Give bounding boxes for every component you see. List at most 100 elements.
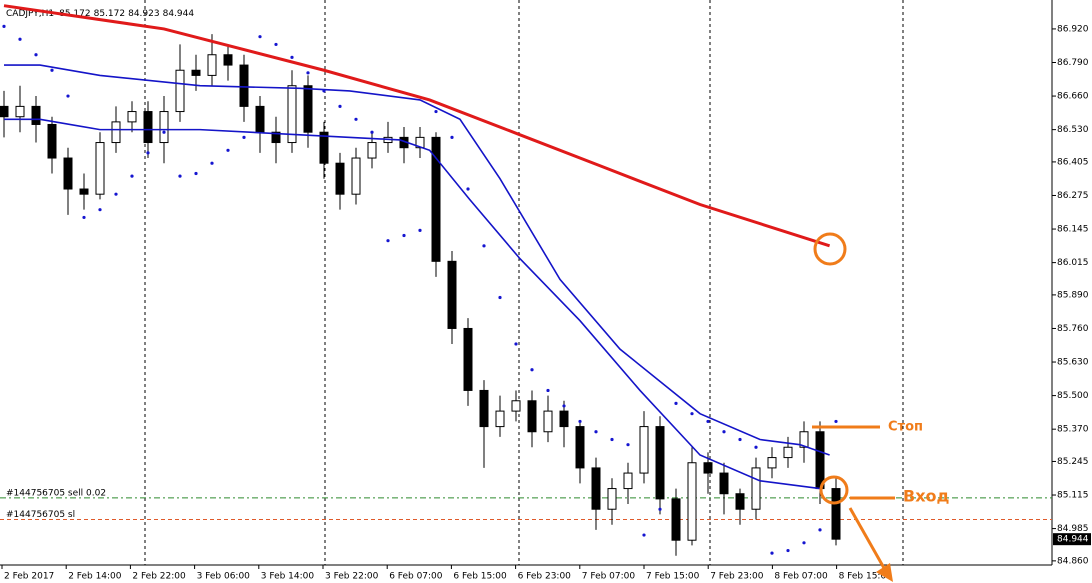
candle-body <box>159 111 169 144</box>
x-tick-label: 3 Feb 06:00 <box>197 572 251 582</box>
y-tick-label: 86.790 <box>1057 58 1089 68</box>
header-value: 85.172 <box>94 9 126 19</box>
candle-body <box>0 105 9 118</box>
sar-dot <box>338 104 342 108</box>
candle-body <box>143 111 153 144</box>
sar-dot <box>322 89 326 93</box>
sar-dot <box>434 109 438 114</box>
markup-annotations: Стоп Вход <box>812 232 950 582</box>
annotation: Стоп <box>888 420 923 435</box>
candle-body <box>591 467 601 510</box>
sar-dot <box>690 412 694 416</box>
candle-body <box>799 431 809 448</box>
sar-dot <box>626 443 630 447</box>
sar-dot <box>594 430 598 434</box>
candle-body <box>687 462 697 541</box>
sar-dot <box>306 71 310 75</box>
order-label: #144756705 sl <box>6 510 75 520</box>
sar-dot <box>450 135 454 139</box>
candle-body <box>335 162 345 195</box>
sar-dot <box>226 148 230 152</box>
sar-dot <box>210 161 214 165</box>
candle-body <box>431 136 441 262</box>
indicator-line <box>4 64 830 456</box>
sar-dot <box>2 24 6 28</box>
order-label: #144756705 sell 0.02 <box>6 488 106 498</box>
candle-body <box>511 400 521 412</box>
y-tick-label: 85.370 <box>1057 425 1089 435</box>
sar-dot <box>562 404 566 408</box>
sar-dot <box>98 208 102 212</box>
x-tick-label: 6 Feb 23:00 <box>518 572 572 582</box>
x-tick-label: 3 Feb 22:00 <box>325 572 379 582</box>
sar-dot <box>290 55 294 59</box>
sar-dot <box>130 174 134 178</box>
candle-body <box>367 142 377 159</box>
y-tick-label: 86.530 <box>1057 125 1089 135</box>
candle-body <box>447 260 457 329</box>
sar-dot <box>578 419 582 424</box>
candle-body <box>47 123 57 159</box>
candle-body <box>31 105 41 125</box>
candle-body <box>831 488 841 540</box>
y-tick-label: 86.015 <box>1057 258 1089 268</box>
sar-dot <box>66 94 70 98</box>
sar-dot <box>50 68 54 72</box>
y-tick-label: 85.115 <box>1057 491 1089 501</box>
y-tick-label: 85.500 <box>1057 391 1089 401</box>
sar-dot <box>802 541 806 545</box>
sar-dot <box>258 35 262 39</box>
sar-dot <box>770 551 774 555</box>
candle-body <box>351 157 361 195</box>
y-tick-label: 85.630 <box>1057 358 1089 368</box>
candle-body <box>463 327 473 391</box>
candle-body <box>559 410 569 428</box>
current-price-box <box>1053 533 1091 546</box>
candle-body <box>527 400 537 433</box>
candle-body <box>815 431 825 490</box>
indicator-line <box>3 4 831 248</box>
y-tick-label: 85.245 <box>1057 457 1089 467</box>
candle-body <box>783 446 793 459</box>
sar-dot <box>722 430 726 434</box>
sar-dot <box>482 244 486 248</box>
candle-body <box>495 410 505 428</box>
sar-dot <box>610 437 614 442</box>
y-tick-label: 86.145 <box>1057 225 1089 235</box>
sar-dot <box>818 528 822 532</box>
candle-body <box>239 64 249 107</box>
candle-body <box>271 131 281 144</box>
x-tick-label: 2 Feb 14:00 <box>68 572 122 582</box>
sar-dot <box>754 445 758 449</box>
candle-body <box>767 457 777 469</box>
x-tick-label: 6 Feb 07:00 <box>389 572 443 582</box>
candle-body <box>255 105 265 133</box>
arrow-shaft <box>848 507 886 569</box>
indicator-line <box>4 118 821 490</box>
y-tick-label: 84.985 <box>1057 524 1089 534</box>
sar-dot <box>370 130 374 134</box>
current-price-label: 84.944 <box>1057 535 1089 545</box>
candle-body <box>303 85 313 133</box>
sar-dot <box>18 37 22 41</box>
header-value: 85.172 <box>59 9 91 19</box>
sar-dot <box>162 130 166 134</box>
sar-dot <box>194 171 198 176</box>
x-tick-label: 6 Feb 15:00 <box>453 572 507 582</box>
candle-body <box>671 498 681 541</box>
candle-body <box>575 426 585 469</box>
sar-dot <box>354 117 358 121</box>
sar-dot <box>738 437 742 442</box>
candle-body <box>223 54 233 66</box>
sar-dot <box>706 419 710 424</box>
circle-marker <box>813 232 847 266</box>
candle-body <box>175 69 185 113</box>
sar-dot <box>658 507 662 511</box>
sar-dot <box>466 187 470 191</box>
y-tick-label: 86.405 <box>1057 157 1089 167</box>
x-tick-label: 7 Feb 07:00 <box>582 572 636 582</box>
sar-dot <box>242 135 246 139</box>
chart-header: CADJPY,H1 85.172 85.172 84.923 84.944 <box>6 9 194 19</box>
circle-marker <box>819 475 849 505</box>
